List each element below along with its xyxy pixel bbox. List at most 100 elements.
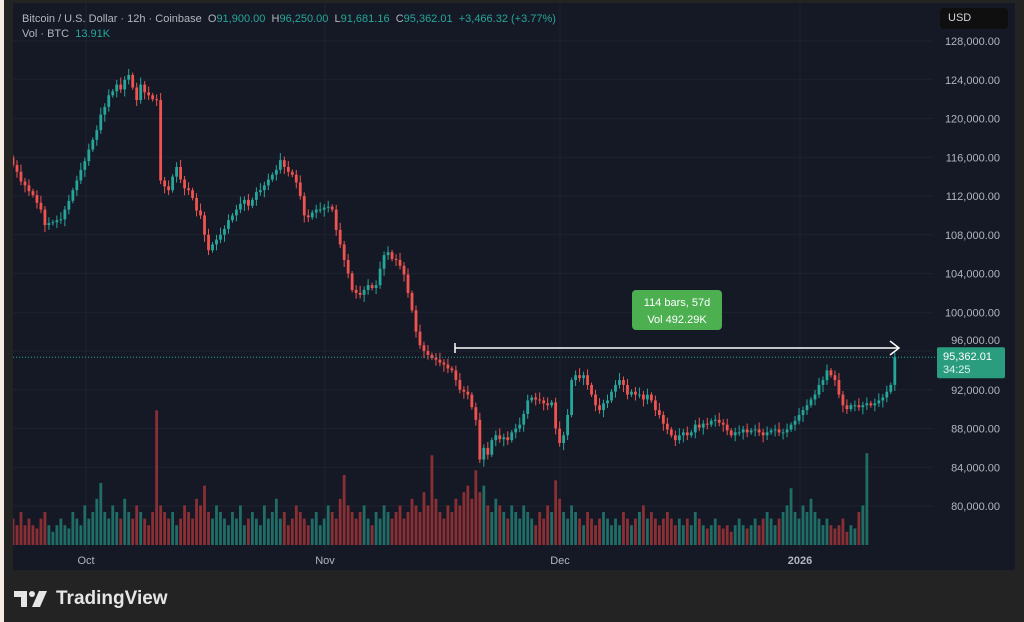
volume-bar — [510, 505, 514, 545]
candle-body — [402, 265, 406, 275]
price-axis-label: 124,000.00 — [945, 75, 1000, 87]
volume-bar — [79, 525, 83, 545]
candle-body — [123, 79, 127, 90]
volume-bar — [278, 518, 282, 545]
volume-bar — [67, 528, 71, 545]
volume-bar — [693, 512, 697, 545]
volume-bar — [745, 528, 749, 545]
tradingview-logo[interactable]: TradingView — [14, 588, 168, 610]
volume-bar — [302, 518, 306, 545]
chart-canvas[interactable]: 128,000.00 124,000.00 120,000.00 116,000.00… — [13, 3, 1015, 570]
candle-body — [538, 399, 542, 401]
volume-bar — [586, 512, 589, 545]
candle-body — [490, 440, 494, 455]
candle-body — [638, 394, 641, 396]
candle-body — [741, 429, 745, 433]
volume-bar — [534, 525, 538, 545]
candle-body — [15, 165, 19, 172]
candle-body — [247, 199, 250, 206]
candle-body — [282, 160, 286, 167]
volume-bar — [362, 505, 366, 545]
candle-body — [821, 380, 825, 385]
volume-bar — [203, 485, 206, 545]
volume-bar — [582, 525, 585, 545]
volume-bar — [665, 512, 669, 545]
candle-body — [243, 199, 246, 204]
volume-bar — [227, 525, 230, 545]
ohlc-legend: Bitcoin / U.S. Dollar · 12h · Coinbase O… — [22, 12, 556, 42]
candle-body — [618, 380, 621, 385]
symbol-title[interactable]: Bitcoin / U.S. Dollar · 12h · Coinbase — [22, 13, 202, 25]
candle-body — [207, 234, 210, 251]
volume-bar — [258, 525, 262, 545]
candle-body — [550, 402, 554, 406]
candle-body — [87, 149, 91, 162]
candle-body — [13, 157, 15, 166]
candle-body — [725, 424, 729, 431]
candle-body — [422, 345, 426, 352]
candle-body — [622, 380, 625, 385]
currency-button[interactable]: USD — [940, 8, 1008, 29]
candle-body — [506, 437, 510, 441]
volume-bar — [705, 528, 709, 545]
volume-bar — [857, 512, 861, 545]
volume-bar — [183, 505, 186, 545]
volume-bar — [438, 512, 442, 545]
candle-body — [47, 223, 51, 226]
volume-bar — [622, 512, 625, 545]
volume-bar — [829, 525, 833, 545]
volume-bar — [402, 518, 406, 545]
volume-bar — [566, 518, 570, 545]
measure-volume-text: Vol 492.29K — [647, 314, 707, 326]
volume-bar — [430, 455, 434, 545]
candle-body — [681, 432, 685, 436]
volume-bar — [63, 525, 67, 545]
volume-bar — [590, 518, 593, 545]
candle-body — [59, 219, 63, 221]
brand-name: TradingView — [56, 588, 168, 609]
volume-bar — [669, 518, 673, 545]
volume-bar — [634, 518, 637, 545]
candle-body — [789, 424, 793, 430]
candle-body — [442, 362, 446, 365]
candle-body — [390, 252, 394, 259]
volume-bar — [107, 518, 111, 545]
candle-body — [761, 432, 765, 436]
volume-bar — [821, 525, 825, 545]
volume-bar — [366, 518, 370, 545]
candle-body — [841, 394, 845, 406]
candle-body — [753, 429, 757, 431]
volume-bar — [522, 505, 526, 545]
volume-bar — [801, 505, 805, 545]
candle-body — [737, 432, 741, 434]
volume-bar — [31, 525, 35, 545]
candle-body — [270, 174, 274, 180]
chart-pane[interactable]: 128,000.00 124,000.00 120,000.00 116,000.00… — [13, 3, 1015, 570]
volume-bar — [187, 512, 190, 545]
volume-bar — [370, 525, 374, 545]
volume-bar — [865, 453, 869, 545]
volume-bar — [805, 512, 809, 545]
volume-bar — [390, 518, 394, 545]
volume-bar — [657, 525, 661, 545]
volume-bar — [466, 485, 470, 545]
time-axis-label: Dec — [550, 555, 570, 567]
candle-body — [39, 202, 43, 210]
volume-bar — [606, 518, 609, 545]
volume-bar — [578, 518, 581, 545]
candle-body — [366, 285, 370, 290]
volume-bar — [514, 512, 518, 545]
candle-body — [410, 292, 414, 311]
volume-bar — [765, 512, 769, 545]
volume-bar — [219, 512, 222, 545]
candle-body — [586, 375, 589, 385]
volume-bar — [701, 525, 705, 545]
volume-bar — [251, 512, 254, 545]
volume-bar — [833, 528, 837, 545]
measure-bars-text: 114 bars, 57d — [644, 297, 710, 309]
volume-bar — [322, 518, 326, 545]
candle-body — [657, 410, 661, 415]
candle-body — [199, 210, 202, 216]
volume-bar — [454, 498, 458, 545]
close-value: 95,362.01 — [403, 13, 453, 25]
